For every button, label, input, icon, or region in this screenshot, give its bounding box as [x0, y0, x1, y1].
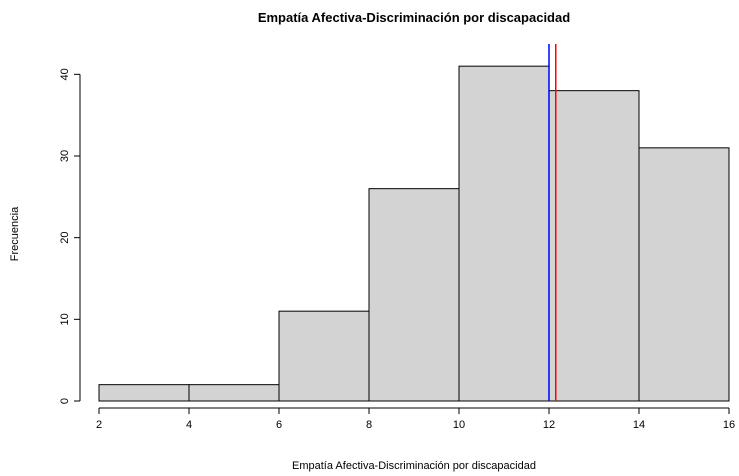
x-tick-label-3: 8 [366, 419, 372, 431]
x-tick-label-5: 12 [543, 419, 555, 431]
y-axis: 0 10 20 30 40 [59, 68, 81, 404]
histogram-bar-2 [278, 310, 370, 402]
histogram-bar-5 [548, 90, 640, 402]
y-axis-label: Frecuencia [9, 206, 21, 261]
chart-title: Empatía Afectiva-Discriminación por disc… [258, 10, 570, 25]
y-tick-label-4: 40 [59, 68, 71, 80]
vertical-lines-group [548, 44, 557, 401]
histogram-bar-6 [638, 147, 730, 402]
y-tick-label-2: 20 [59, 232, 71, 244]
y-tick-label-0: 0 [59, 398, 71, 404]
bars-group [98, 65, 730, 402]
x-tick-label-4: 10 [453, 419, 465, 431]
x-axis: 2 4 6 8 10 12 14 16 [96, 407, 735, 431]
x-tick-label-1: 4 [186, 419, 192, 431]
x-axis-label: Empatía Afectiva-Discriminación por disc… [292, 460, 536, 472]
x-tick-label-6: 14 [633, 419, 645, 431]
histogram-bar-0 [98, 384, 190, 402]
x-tick-label-7: 16 [723, 419, 735, 431]
histogram-bar-1 [188, 384, 280, 402]
histogram-bar-3 [368, 188, 460, 402]
x-tick-label-2: 6 [276, 419, 282, 431]
x-tick-label-0: 2 [96, 419, 102, 431]
y-tick-label-1: 10 [59, 313, 71, 325]
histogram-bar-4 [458, 65, 550, 402]
y-tick-label-3: 30 [59, 150, 71, 162]
